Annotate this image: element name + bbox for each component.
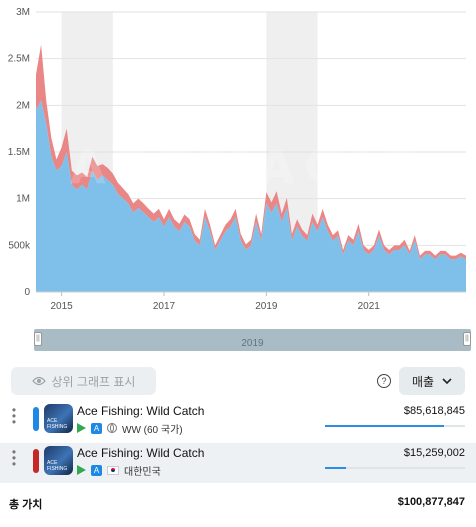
revenue-area-chart: 0 500k 1M 1.5M 2M 2.5M 3M 2015 2017 2019 2021 bbox=[8, 7, 466, 312]
y-axis-ticks: 0 500k 1M 1.5M 2M 2.5M 3M bbox=[8, 7, 31, 298]
series-area-korea bbox=[36, 44, 466, 292]
google-play-icon bbox=[77, 423, 86, 433]
y-tick-label: 1M bbox=[16, 194, 30, 205]
revenue-value: $85,618,845 bbox=[403, 405, 465, 417]
korea-flag-icon bbox=[107, 465, 119, 475]
app-name[interactable]: Ace Fishing: Wild Catch bbox=[77, 446, 205, 460]
series-area-ww bbox=[36, 100, 466, 293]
x-tick-label: 2019 bbox=[255, 301, 278, 312]
x-tick-label: 2017 bbox=[153, 301, 176, 312]
x-tick-label: 2021 bbox=[358, 301, 381, 312]
series-color-bar[interactable] bbox=[33, 449, 39, 473]
google-play-icon bbox=[77, 465, 86, 475]
app-icon: ACE FISHING bbox=[44, 404, 73, 433]
total-value: $100,877,847 bbox=[397, 496, 465, 508]
app-name[interactable]: Ace Fishing: Wild Catch bbox=[77, 404, 205, 418]
metric-dropdown-label: 매출 bbox=[411, 374, 435, 389]
range-slider-right-handle[interactable]: || bbox=[463, 332, 471, 346]
app-row[interactable]: • • • ACE FISHING Ace Fishing: Wild Catch … bbox=[0, 401, 476, 441]
toolbar: 상위 그래프 표시 ? 매출 bbox=[0, 364, 476, 398]
y-tick-label: 2.5M bbox=[8, 54, 30, 65]
series-color-bar[interactable] bbox=[33, 407, 39, 431]
revenue-share-bar bbox=[325, 467, 465, 469]
show-top-graph-button[interactable]: 상위 그래프 표시 bbox=[11, 367, 156, 395]
revenue-share-fill bbox=[325, 467, 346, 469]
app-platforms: A 대한민국 bbox=[77, 463, 161, 478]
revenue-share-bar bbox=[325, 425, 465, 427]
area-series bbox=[36, 44, 466, 293]
app-icon-text: ACE FISHING bbox=[47, 418, 68, 430]
total-label: 총 가치 bbox=[9, 499, 43, 511]
row-menu-icon[interactable]: • • • bbox=[11, 445, 17, 471]
y-tick-label: 500k bbox=[8, 240, 31, 251]
range-slider[interactable]: || || 2019 bbox=[34, 329, 471, 351]
chevron-down-icon bbox=[442, 378, 452, 384]
range-slider-label: 2019 bbox=[241, 338, 264, 349]
range-slider-track[interactable] bbox=[34, 329, 471, 351]
app-icon: ACE FISHING bbox=[44, 446, 73, 475]
y-tick-label: 2M bbox=[16, 100, 30, 111]
y-tick-label: 0 bbox=[24, 287, 30, 298]
y-tick-label: 3M bbox=[16, 7, 30, 18]
app-row[interactable]: • • • ACE FISHING Ace Fishing: Wild Catch … bbox=[0, 443, 476, 483]
total-row: 총 가치 $100,877,847 bbox=[0, 488, 476, 518]
app-platforms: A WW (60 국가) bbox=[77, 421, 183, 436]
region-label: WW (60 국가) bbox=[122, 424, 183, 436]
app-store-icon: A bbox=[91, 422, 102, 434]
app-icon-text: ACE FISHING bbox=[47, 460, 68, 472]
globe-icon bbox=[107, 423, 117, 433]
revenue-share-fill bbox=[325, 425, 444, 427]
y-tick-label: 1.5M bbox=[8, 147, 30, 158]
help-icon[interactable]: ? bbox=[377, 374, 391, 388]
metric-dropdown[interactable]: 매출 bbox=[399, 367, 465, 395]
x-axis-ticks: 2015 2017 2019 2021 bbox=[36, 291, 466, 312]
app-store-icon: A bbox=[91, 464, 102, 476]
eye-icon bbox=[31, 376, 46, 386]
row-menu-icon[interactable]: • • • bbox=[11, 403, 17, 429]
x-tick-label: 2015 bbox=[50, 301, 73, 312]
region-label: 대한민국 bbox=[124, 466, 161, 478]
range-slider-left-handle[interactable]: || bbox=[34, 332, 42, 346]
revenue-value: $15,259,002 bbox=[403, 447, 465, 459]
show-top-graph-label: 상위 그래프 표시 bbox=[51, 374, 136, 389]
